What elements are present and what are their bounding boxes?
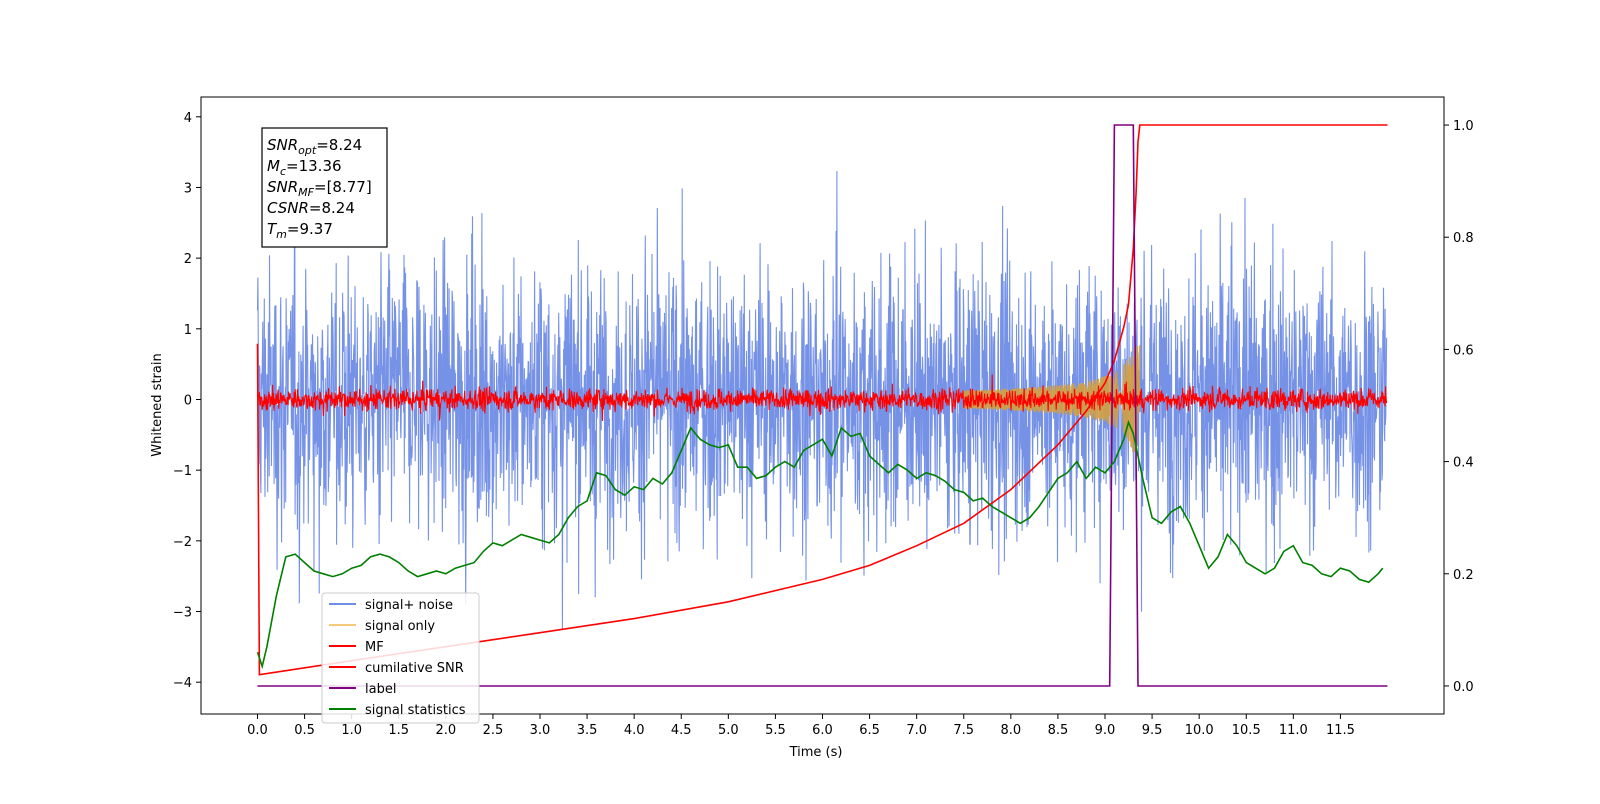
y-tick-label: −3	[173, 606, 192, 621]
plot-area	[256, 124, 1388, 687]
x-tick-label: 10.0	[1185, 723, 1214, 738]
x-tick-label: 7.5	[953, 723, 974, 738]
label-line	[257, 124, 1388, 687]
axes: 0.0 0.5 1.0 1.5 2.0 2.5 3.0 3.5 4.0 4.5 5.0 5.5 6.0 6…	[173, 96, 1474, 738]
x-axis-label: Time (s)	[789, 745, 843, 760]
info-line: Mc=13.36	[267, 157, 342, 178]
x-tick-label: 0.0	[247, 723, 268, 738]
x-tick-label: 6.0	[812, 723, 833, 738]
x-tick-label: 9.5	[1142, 723, 1163, 738]
x-tick-label: 2.0	[435, 723, 456, 738]
signal-noise-line	[256, 170, 1388, 630]
info-line: CSNR=8.24	[267, 199, 355, 217]
info-line: SNRopt=8.24	[267, 136, 362, 157]
y2-tick-label: 1.0	[1453, 119, 1474, 134]
info-box: SNRopt=8.24Mc=13.36SNRMF=[8.77]CSNR=8.24…	[261, 127, 388, 248]
legend-label: signal+ noise	[365, 598, 453, 613]
x-tick-label: 0.5	[294, 723, 315, 738]
x-tick-label: 8.5	[1048, 723, 1069, 738]
y-axis-label: Whitened strain	[150, 353, 165, 456]
y-tick-label: −1	[173, 464, 192, 479]
y2-tick-label: 0.8	[1453, 231, 1474, 246]
x-tick-label: 9.0	[1095, 723, 1116, 738]
x-tick-label: 10.5	[1232, 723, 1261, 738]
y-tick-label: 0	[184, 393, 192, 408]
x-tick-label: 5.0	[718, 723, 739, 738]
y2-tick-label: 0.2	[1453, 568, 1474, 583]
x-tick-label: 6.5	[859, 723, 880, 738]
signal-statistics-line	[256, 419, 1384, 670]
info-box-frame	[261, 127, 388, 248]
y-tick-label: −2	[173, 535, 192, 550]
y-tick-label: 4	[184, 111, 192, 126]
legend: signal+ noise signal only MF cumilative SNR…	[321, 592, 480, 724]
x-tick-label: 1.5	[388, 723, 409, 738]
x-tick-label: 11.5	[1326, 723, 1355, 738]
info-line: Tm=9.37	[267, 220, 333, 241]
y2-tick-label: 0.4	[1453, 456, 1474, 471]
y-tick-label: −4	[173, 676, 192, 691]
y-tick-label: 3	[184, 181, 192, 196]
x-tick-label: 11.0	[1279, 723, 1308, 738]
legend-label: label	[365, 682, 396, 697]
legend-frame	[321, 592, 480, 724]
y2-tick-label: 0.6	[1453, 343, 1474, 358]
x-tick-label: 1.0	[341, 723, 362, 738]
x-tick-label: 4.0	[624, 723, 645, 738]
info-line: SNRMF=[8.77]	[267, 178, 372, 199]
legend-label: signal statistics	[365, 703, 466, 718]
y-tick-label: 1	[184, 323, 192, 338]
x-tick-label: 5.5	[765, 723, 786, 738]
legend-label: signal only	[365, 619, 435, 634]
legend-label: cumilative SNR	[365, 661, 464, 676]
y2-tick-label: 0.0	[1453, 680, 1474, 695]
x-tick-label: 3.0	[530, 723, 551, 738]
x-tick-label: 4.5	[671, 723, 692, 738]
x-tick-label: 3.5	[577, 723, 598, 738]
x-tick-label: 8.0	[1000, 723, 1021, 738]
x-tick-label: 7.0	[906, 723, 927, 738]
mf-line	[256, 374, 1388, 422]
legend-label: MF	[365, 640, 384, 655]
y-tick-label: 2	[184, 252, 192, 267]
x-tick-label: 2.5	[483, 723, 504, 738]
